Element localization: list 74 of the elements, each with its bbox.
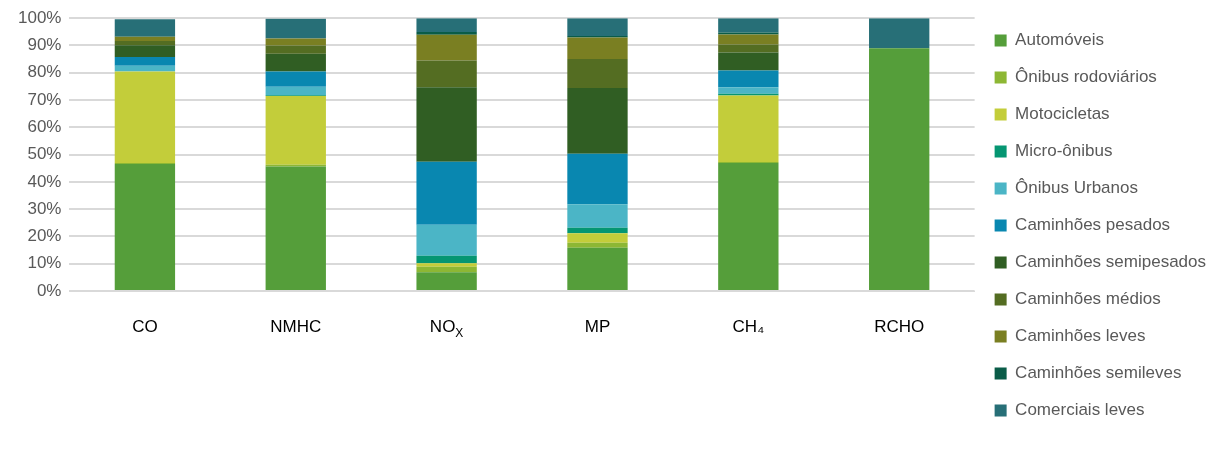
bar — [416, 34, 477, 61]
legend-label: Caminhões leves — [1015, 326, 1146, 346]
bar — [265, 95, 326, 165]
legend-label: Motocicletas — [1015, 104, 1110, 124]
x-tick-label: CH₄ — [732, 317, 765, 336]
legend-label: Micro-ônibus — [1015, 141, 1113, 161]
bar — [718, 34, 779, 45]
y-tick-label: 40% — [27, 171, 62, 191]
y-tick-label: 60% — [27, 117, 62, 137]
bar — [265, 45, 326, 54]
bar — [567, 37, 628, 60]
bar — [416, 266, 477, 273]
bar — [265, 38, 326, 46]
bar — [416, 18, 477, 33]
bar — [416, 224, 477, 256]
bar — [718, 44, 779, 53]
bar — [265, 71, 326, 87]
bar — [265, 53, 326, 72]
bar — [567, 247, 628, 290]
bar — [718, 32, 779, 35]
bar — [567, 88, 628, 154]
bar — [567, 242, 628, 248]
bar — [567, 227, 628, 234]
legend-label: Ônibus rodoviários — [1015, 67, 1157, 87]
bar — [416, 161, 477, 225]
x-tick-label: MP — [584, 317, 611, 336]
y-tick-label: 50% — [27, 144, 62, 164]
bar — [567, 153, 628, 205]
bar — [718, 70, 779, 88]
bar — [718, 87, 779, 94]
bar — [416, 272, 477, 290]
bar — [567, 59, 628, 89]
bar — [718, 163, 779, 290]
legend-label: Caminhões médios — [1015, 289, 1161, 309]
y-tick-label: 20% — [27, 226, 62, 246]
bar — [114, 163, 176, 290]
bar — [869, 48, 930, 290]
bar — [718, 52, 779, 71]
x-tick-label: CO — [132, 317, 158, 336]
bar — [114, 41, 176, 46]
bar — [416, 32, 477, 35]
bar — [869, 18, 930, 49]
y-tick-label: 30% — [27, 198, 62, 218]
legend-label: Caminhões semipesados — [1015, 252, 1207, 272]
legend-label: Caminhões semileves — [1015, 363, 1182, 383]
legend-label: Comerciais leves — [1015, 400, 1145, 420]
legend-label: Caminhões pesados — [1015, 215, 1171, 235]
bar — [265, 166, 326, 290]
y-tick-label: 80% — [27, 62, 62, 82]
bar — [416, 60, 477, 88]
bar — [114, 71, 176, 164]
y-tick-label: 90% — [27, 35, 62, 55]
bar — [567, 233, 628, 243]
y-tick-label: 0% — [36, 280, 62, 300]
bar — [567, 204, 628, 228]
x-tick-label: NMHC — [270, 317, 322, 336]
bar — [114, 36, 176, 42]
bar — [718, 95, 779, 162]
bar — [416, 263, 477, 267]
bar — [567, 18, 628, 36]
bar — [114, 19, 176, 37]
legend-label: Automóveis — [1015, 30, 1104, 50]
y-tick-label: 10% — [27, 253, 62, 273]
bar — [718, 18, 779, 33]
bar — [114, 56, 176, 66]
bar — [416, 87, 477, 162]
x-tick-label: RCHO — [874, 317, 925, 336]
bar — [265, 18, 326, 39]
bar — [265, 86, 326, 96]
y-tick-label: 100% — [18, 7, 62, 27]
bar — [416, 255, 477, 264]
y-tick-label: 70% — [27, 89, 62, 109]
legend-label: Ônibus Urbanos — [1015, 178, 1138, 198]
bar — [114, 45, 176, 57]
